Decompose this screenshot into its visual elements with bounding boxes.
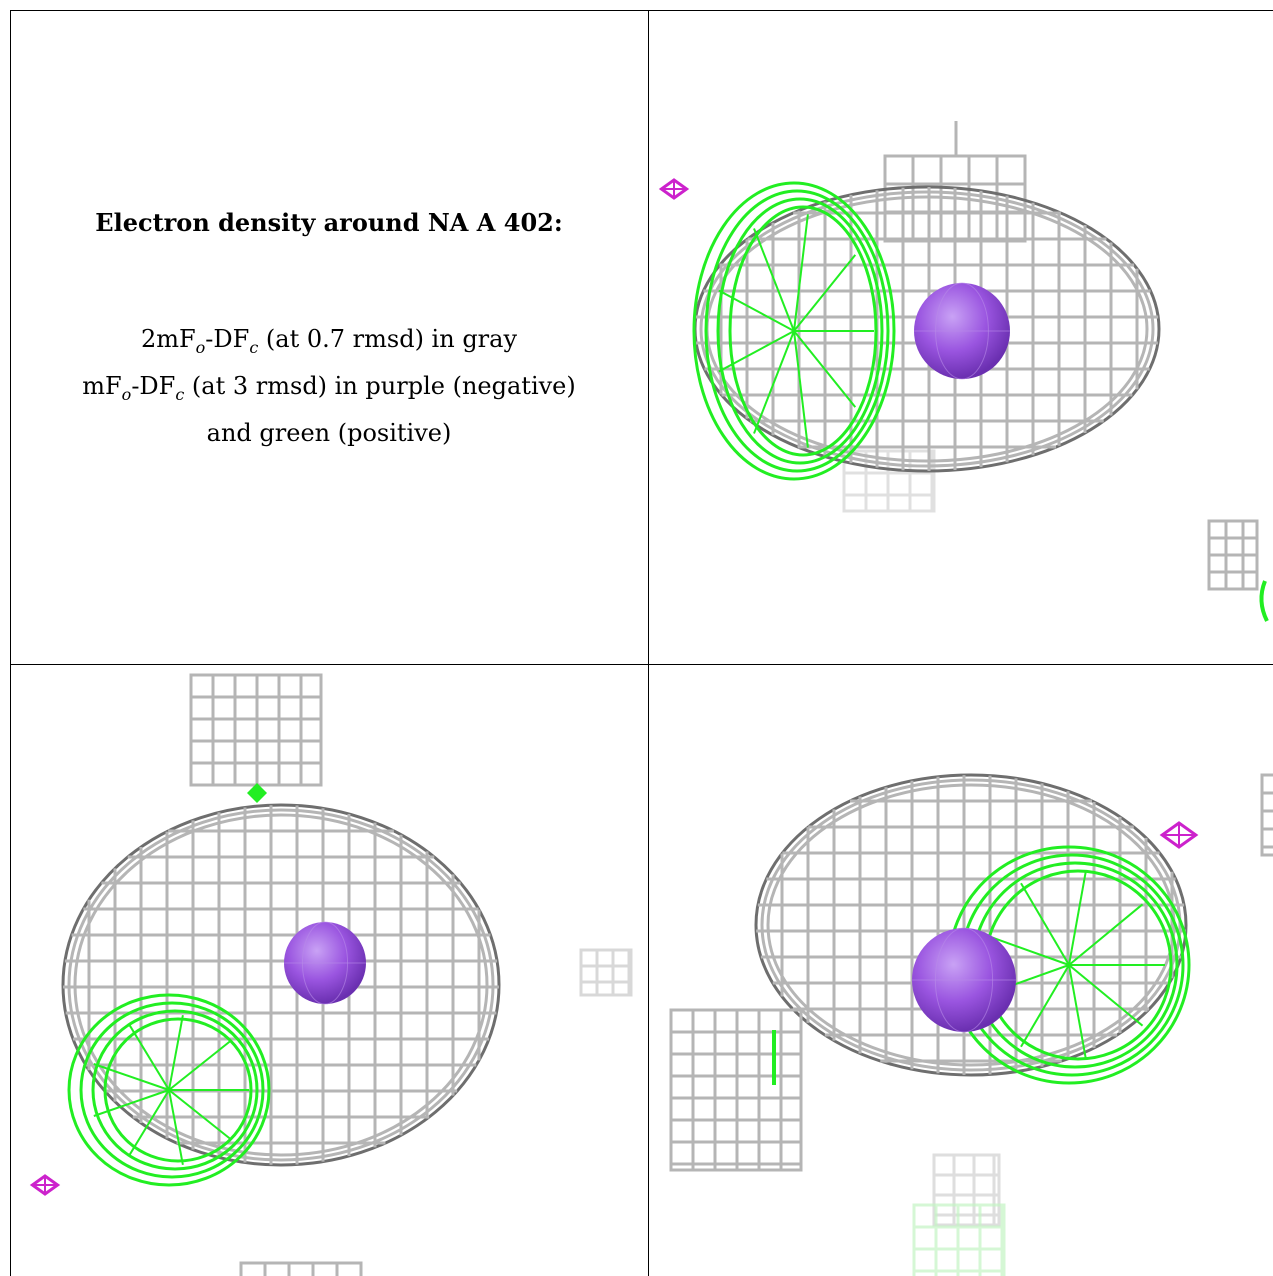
purple-negative-marker (658, 178, 690, 200)
gray-density-mesh (61, 803, 501, 1167)
legend-line-green: and green (positive) (206, 418, 452, 447)
purple-negative-marker (29, 1174, 61, 1196)
figure-grid: Electron density around NA A 402: 2mFo-D… (10, 10, 1273, 1276)
legend-line-fo: mFo-DFc (at 3 rmsd) in purple (negative) (82, 371, 576, 404)
density-view-1 (658, 121, 1269, 622)
caption-legend: 2mFo-DFc (at 0.7 rmsd) in gray mFo-DFc (… (10, 320, 648, 452)
green-positive-mesh (692, 181, 896, 481)
view-bottom-right (649, 665, 1273, 1276)
border-left (10, 10, 11, 1276)
view-top-right (649, 11, 1273, 664)
caption-panel: Electron density around NA A 402: 2mFo-D… (10, 10, 648, 664)
density-view-3 (669, 773, 1273, 1276)
border-top (10, 10, 1273, 11)
gray-mesh-bottom-fragment (842, 449, 936, 513)
gray-mesh-edge-fragment (1207, 519, 1259, 591)
purple-negative-marker (1159, 821, 1199, 849)
view-bottom-left (11, 665, 648, 1276)
gray-mesh-edge-fragment (579, 948, 633, 997)
gray-mesh-bottom-fragment (932, 1153, 1001, 1227)
gray-mesh-top-fragment (189, 673, 323, 787)
green-positive-mesh (947, 845, 1191, 1085)
gray-mesh-bottom-fragment (239, 1261, 363, 1276)
caption-title: Electron density around NA A 402: (95, 208, 563, 237)
green-positive-mesh (67, 993, 271, 1187)
legend-line-2fo: 2mFo-DFc (at 0.7 rmsd) in gray (140, 325, 518, 357)
gray-mesh-left-fragment (669, 1008, 803, 1172)
green-faint-mesh-bottom (912, 1203, 1006, 1276)
border-horizontal-divider (10, 664, 1273, 665)
gray-mesh-right-edge-fragment (1260, 773, 1273, 857)
border-vertical-divider (648, 10, 649, 1276)
density-view-2 (29, 673, 633, 1276)
